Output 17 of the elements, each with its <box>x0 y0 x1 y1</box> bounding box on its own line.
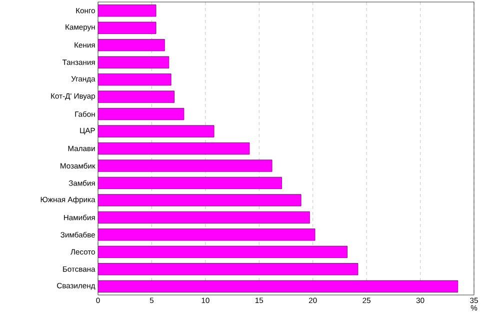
bar <box>98 73 172 86</box>
bar <box>98 4 156 17</box>
bar <box>98 56 170 68</box>
bar <box>98 263 358 276</box>
bar <box>98 90 174 103</box>
bar <box>98 228 316 241</box>
bar <box>98 280 458 292</box>
bar <box>98 211 310 224</box>
bar <box>98 246 348 258</box>
bar <box>98 176 282 190</box>
bar <box>98 160 272 172</box>
bar <box>98 194 302 206</box>
bar <box>98 22 156 34</box>
bar <box>98 142 250 155</box>
bar <box>98 108 184 120</box>
bar <box>98 125 214 138</box>
bar <box>98 39 165 52</box>
